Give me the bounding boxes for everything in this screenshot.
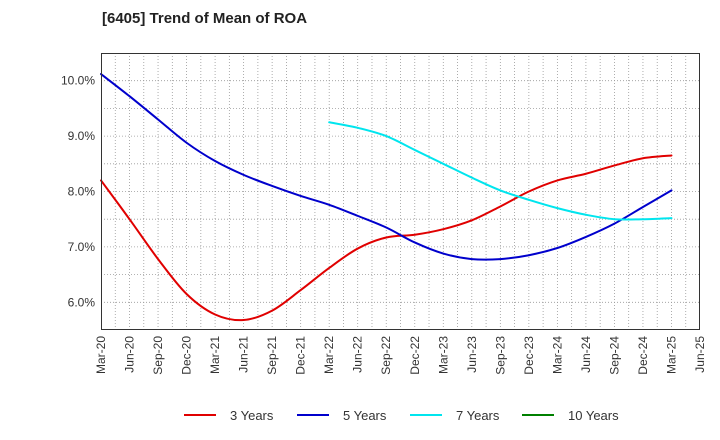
legend-item-3-years: 3 Years [184, 404, 273, 426]
chart-title: [6405] Trend of Mean of ROA [102, 10, 308, 27]
y-tick-label: 10.0% [61, 74, 95, 88]
legend-swatch-5-years [297, 414, 329, 416]
legend-swatch-10-years [522, 414, 554, 416]
x-tick-label: Dec-24 [636, 336, 650, 375]
x-axis-ticks: Mar-20 Jun-20 Sep-20 Dec-20 Mar-21 Jun-21 Sep-… [94, 336, 707, 375]
legend: 3 Years 5 Years 7 Years 10 Years [0, 404, 720, 426]
legend-swatch-7-years [410, 414, 442, 416]
x-tick-label: Sep-23 [493, 336, 507, 375]
x-tick-label: Mar-25 [664, 336, 678, 374]
y-tick-label: 6.0% [68, 295, 96, 309]
legend-item-5-years: 5 Years [297, 404, 386, 426]
legend-label-3-years: 3 Years [230, 407, 274, 423]
series-lines [100, 73, 673, 322]
y-axis-ticks: 6.0% 7.0% 8.0% 9.0% 10.0% [61, 74, 95, 310]
x-tick-label: Sep-21 [265, 336, 279, 375]
x-tick-label: Sep-22 [379, 336, 393, 375]
legend-label-5-years: 5 Years [343, 407, 387, 423]
y-tick-label: 9.0% [68, 129, 96, 143]
x-tick-label: Dec-20 [180, 336, 194, 375]
y-tick-label: 8.0% [68, 185, 96, 199]
x-tick-label: Jun-25 [693, 336, 707, 373]
legend-swatch-3-years [184, 414, 216, 416]
x-tick-label: Dec-23 [522, 336, 536, 375]
x-tick-label: Mar-20 [94, 336, 108, 374]
x-tick-label: Jun-23 [465, 336, 479, 373]
grid [101, 53, 700, 330]
x-tick-label: Dec-22 [408, 336, 422, 375]
series-line-3-years [100, 154, 673, 322]
plot-border [101, 53, 700, 330]
series-line-5-years [100, 73, 673, 261]
legend-item-10-years: 10 Years [522, 404, 619, 426]
x-tick-label: Dec-21 [294, 336, 308, 375]
x-tick-label: Jun-22 [351, 336, 365, 373]
y-tick-label: 7.0% [68, 240, 96, 254]
x-tick-label: Jun-20 [123, 336, 137, 373]
series-line-7-years [328, 121, 673, 221]
x-tick-label: Mar-23 [436, 336, 450, 374]
x-tick-label: Sep-20 [151, 336, 165, 375]
legend-label-10-years: 10 Years [568, 407, 619, 423]
x-tick-label: Mar-22 [322, 336, 336, 374]
legend-item-7-years: 7 Years [410, 404, 499, 426]
x-tick-label: Jun-24 [579, 336, 593, 373]
x-tick-label: Sep-24 [607, 336, 621, 375]
x-tick-label: Mar-21 [208, 336, 222, 374]
x-tick-label: Jun-21 [237, 336, 251, 373]
x-tick-label: Mar-24 [550, 336, 564, 374]
legend-label-7-years: 7 Years [456, 407, 500, 423]
